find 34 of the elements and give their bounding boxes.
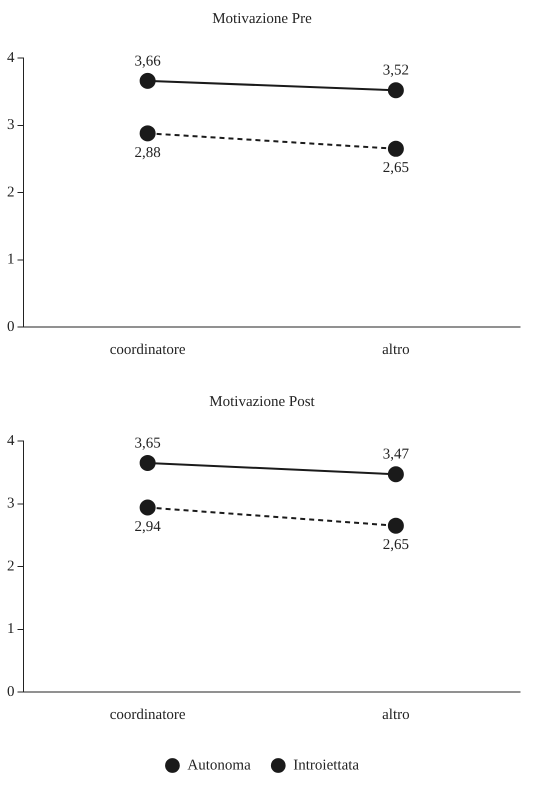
data-label: 2,88: [134, 144, 161, 161]
point: [140, 454, 156, 471]
data-label: 2,65: [382, 160, 409, 176]
x-tick-label: coordinatore: [110, 706, 186, 723]
y-tick-label: 4: [7, 432, 15, 449]
data-label: 3,65: [134, 435, 161, 452]
data-label: 2,65: [382, 537, 409, 554]
point: [140, 500, 156, 516]
data-label: 2,94: [134, 518, 162, 535]
y-tick-label: 0: [7, 318, 14, 335]
legend-label: Introiettata: [293, 757, 360, 774]
point: [140, 72, 156, 89]
legend-label: Autonoma: [187, 757, 252, 774]
y-tick-label: 3: [7, 496, 14, 512]
point: [388, 518, 404, 534]
point: [388, 466, 404, 482]
y-tick-label: 3: [7, 117, 14, 134]
y-tick-label: 2: [7, 184, 14, 200]
y-tick-label: 4: [7, 50, 15, 66]
y-tick-label: 0: [7, 684, 14, 700]
data-label: 3,52: [382, 62, 409, 79]
point: [388, 82, 404, 98]
point: [388, 140, 404, 157]
point: [140, 125, 156, 142]
y-tick-label: 2: [7, 558, 14, 574]
chart-title: Motivazione Pre: [212, 10, 312, 27]
data-label: 3,47: [382, 446, 410, 463]
y-tick-label: 1: [7, 621, 14, 638]
y-tick-label: 1: [7, 252, 14, 268]
chart-title: Motivazione Post: [209, 394, 316, 410]
x-tick-label: altro: [382, 342, 410, 358]
x-tick-label: altro: [382, 706, 410, 723]
data-label: 3,66: [134, 53, 162, 70]
x-tick-label: coordinatore: [110, 342, 186, 358]
